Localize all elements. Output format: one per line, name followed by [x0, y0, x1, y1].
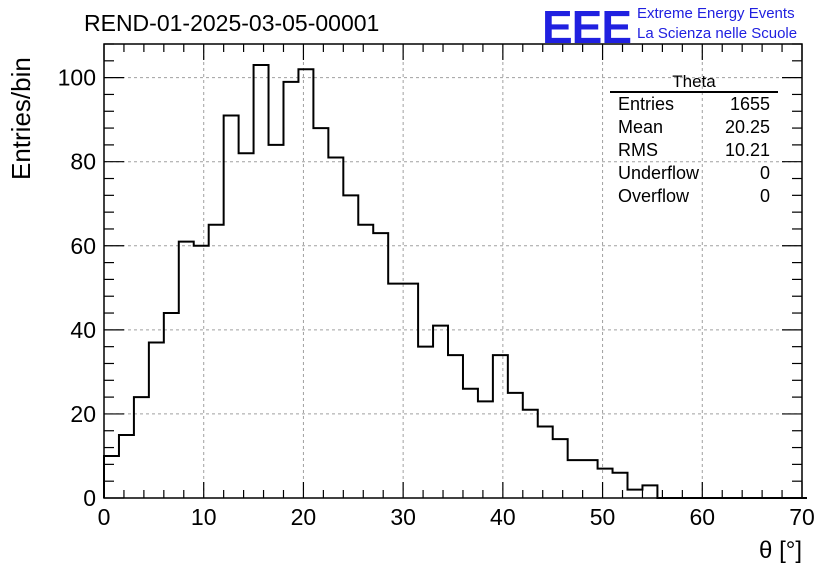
histogram-bin [209, 225, 224, 498]
y-tick-label: 0 [83, 485, 96, 511]
grid-lines [104, 44, 802, 498]
y-tick-label: 100 [58, 65, 96, 91]
y-tick-label: 20 [70, 401, 96, 427]
x-tick-label: 20 [291, 504, 317, 530]
histogram-bin [463, 389, 478, 498]
histogram-bin [568, 460, 583, 498]
histogram-bin [433, 326, 448, 498]
histogram-bin [598, 469, 613, 498]
histogram-bin [313, 128, 328, 498]
histogram-bin [343, 195, 358, 498]
histogram-bin [538, 427, 553, 498]
stats-label: Underflow [618, 163, 700, 183]
histogram-bin [478, 401, 493, 498]
stats-row-mean: Mean 20.25 [610, 116, 778, 139]
stats-value: 0 [759, 186, 770, 206]
histogram-bin [269, 145, 284, 498]
axes [103, 43, 803, 499]
histogram-bin [613, 473, 628, 498]
histogram-bin [553, 439, 568, 498]
histogram-bin [194, 246, 209, 498]
stats-label: Mean [618, 117, 664, 137]
x-tick-label: 50 [590, 504, 616, 530]
eee-logo: EEE [542, 1, 632, 53]
stats-box: Theta Entries 1655 Mean 20.25 RMS 10.21 … [610, 72, 778, 208]
y-tick-label: 60 [70, 233, 96, 259]
histogram-bin [403, 284, 418, 498]
histogram-bin [493, 355, 508, 498]
histogram-bin [642, 485, 657, 498]
y-tick-label: 40 [70, 317, 96, 343]
stats-row-underflow: Underflow 0 [610, 162, 778, 185]
histogram-bin [164, 313, 179, 498]
histogram-bin [149, 342, 164, 498]
stats-row-overflow: Overflow 0 [610, 185, 778, 208]
stats-value: 20.25 [724, 117, 770, 137]
x-tick-label: 60 [689, 504, 715, 530]
histogram-bin [239, 153, 254, 498]
histogram-bin [134, 397, 149, 498]
chart-title: REND-01-2025-03-05-00001 [84, 10, 380, 36]
logo-line-2: La Scienza nelle Scuole [637, 25, 798, 42]
stats-label: Overflow [618, 186, 690, 206]
stats-value: 10.21 [724, 140, 770, 160]
x-tick-label: 40 [490, 504, 516, 530]
histogram-bin [373, 233, 388, 498]
stats-label: RMS [618, 140, 658, 160]
histogram-bin [358, 225, 373, 498]
histogram-bin [179, 242, 194, 498]
histogram-bin [448, 355, 463, 498]
y-tick-label: 80 [70, 149, 96, 175]
histogram-line [103, 64, 807, 499]
plot-frame [103, 43, 803, 499]
stats-title: Theta [610, 72, 778, 93]
histogram-bin [104, 456, 119, 498]
stats-value: 1655 [729, 94, 770, 114]
logo-line-1: Extreme Energy Events [637, 5, 795, 22]
histogram-bin [388, 284, 403, 498]
histogram-bin [418, 347, 433, 498]
histogram-bin [523, 410, 538, 498]
x-axis-label: θ [°] [759, 537, 802, 564]
stats-label: Entries [618, 94, 675, 114]
x-tick-label: 70 [789, 504, 815, 530]
histogram-bin [508, 393, 523, 498]
histogram-bars [103, 64, 807, 499]
histogram-bin [628, 490, 643, 498]
histogram-bin [119, 435, 134, 498]
x-tick-label: 30 [390, 504, 416, 530]
histogram-bin [283, 82, 298, 498]
logo-caption: Extreme Energy Events La Scienza nelle S… [637, 4, 797, 44]
tick-labels: 0 10 20 30 40 50 60 70 0 20 40 60 80 100 [58, 65, 815, 530]
histogram-bin [254, 65, 269, 498]
histogram-bin [328, 158, 343, 499]
stats-row-entries: Entries 1655 [610, 93, 778, 116]
x-tick-label: 0 [98, 504, 111, 530]
histogram-bin [224, 115, 239, 498]
stats-value: 0 [759, 163, 770, 183]
y-axis-label: Entries/bin [6, 57, 36, 180]
histogram-bin [298, 69, 313, 498]
stats-row-rms: RMS 10.21 [610, 139, 778, 162]
histogram-bin [583, 460, 598, 498]
x-tick-label: 10 [191, 504, 217, 530]
